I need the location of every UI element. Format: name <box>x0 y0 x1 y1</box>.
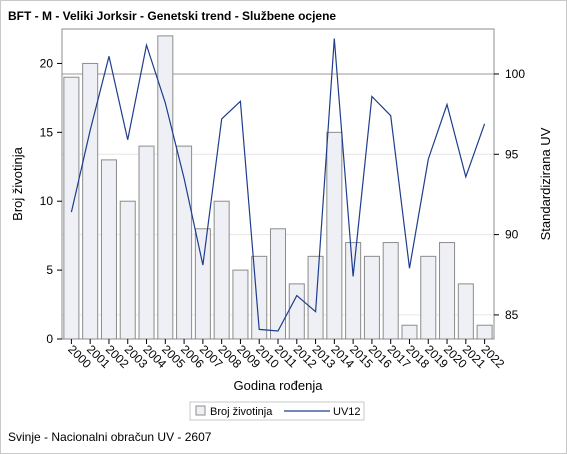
bar-2011 <box>269 228 287 340</box>
bar-2002 <box>100 159 117 340</box>
x-axis: 2000200120022003200420052006200720082009… <box>65 339 507 371</box>
y-axis-right: 85 90 95 100 <box>494 67 525 322</box>
y-right-tick-label: 85 <box>505 308 519 322</box>
bar-2008 <box>213 200 230 340</box>
legend-bar-swatch <box>195 405 206 416</box>
bar-2022 <box>476 324 493 340</box>
bar-2009 <box>232 269 249 340</box>
bar-2005 <box>157 35 174 340</box>
bar-2021 <box>457 283 474 340</box>
line-series <box>70 38 486 332</box>
y-axis-right-label: Standardizirana UV <box>538 127 553 240</box>
legend-bar-label: Broj životinja <box>210 406 273 418</box>
y-right-tick-label: 90 <box>505 228 519 242</box>
bar-2000 <box>63 76 80 340</box>
chart-footer: Svinje - Nacionalni obračun UV - 2607 <box>8 430 212 444</box>
y-left-tick-label: 15 <box>40 125 54 139</box>
bar-2012 <box>288 283 305 340</box>
y-axis-left: 0 5 10 15 20 <box>40 56 62 346</box>
bar-2017 <box>382 242 399 340</box>
y-axis-left-label: Broj životinja <box>10 146 25 220</box>
x-axis-label: Godina rođenja <box>234 378 324 393</box>
legend: Broj životinja UV12 <box>189 401 365 421</box>
y-right-tick-label: 95 <box>505 147 519 161</box>
y-left-tick-label: 0 <box>46 332 53 346</box>
bar-2019 <box>420 255 437 340</box>
bar-2006 <box>176 145 193 340</box>
chart-title: BFT - M - Veliki Jorksir - Genetski tren… <box>8 9 337 23</box>
bar-2014 <box>326 131 343 340</box>
bar-2013 <box>307 255 324 340</box>
bar-2007 <box>194 228 211 340</box>
bar-series <box>63 35 493 340</box>
legend-line-label: UV12 <box>333 406 361 418</box>
bar-2001 <box>82 62 99 340</box>
bar-2020 <box>439 242 456 340</box>
bar-2003 <box>119 200 136 340</box>
bar-2016 <box>363 255 380 340</box>
y-left-tick-label: 10 <box>40 194 54 208</box>
bar-2015 <box>345 242 362 340</box>
y-right-tick-label: 100 <box>505 67 525 81</box>
y-left-tick-label: 5 <box>46 263 53 277</box>
y-left-tick-label: 20 <box>40 56 54 70</box>
uv12-line <box>70 38 486 332</box>
legend-box <box>189 401 365 421</box>
bar-2004 <box>138 145 155 340</box>
bar-2018 <box>401 324 418 340</box>
